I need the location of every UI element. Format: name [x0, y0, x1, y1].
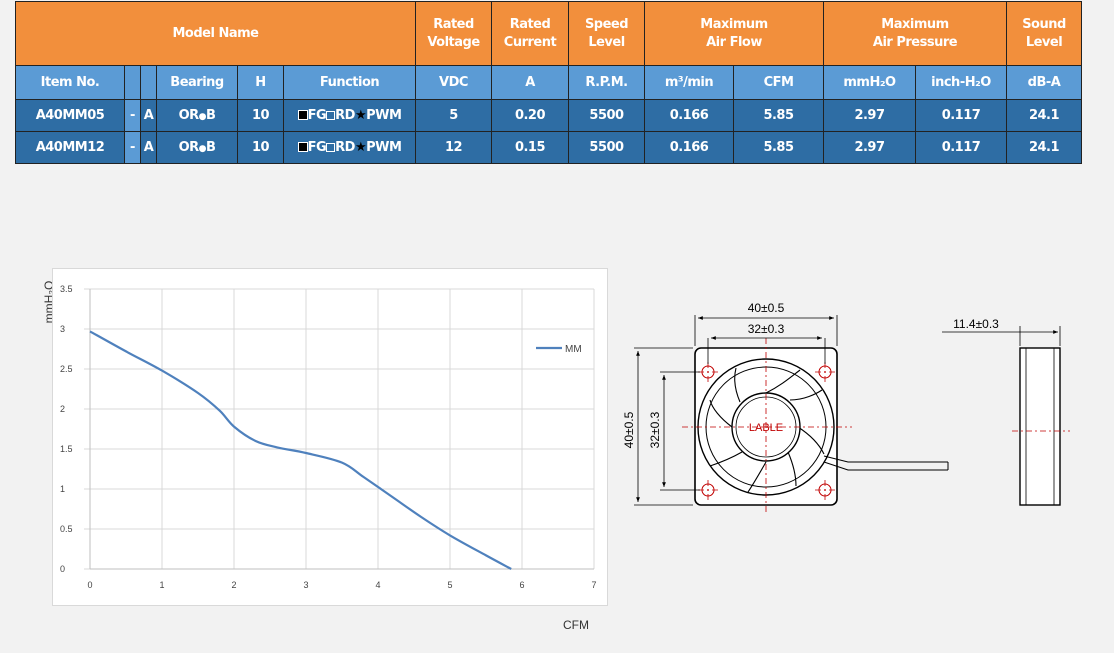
- chart-x-tick-label: 1: [159, 580, 164, 590]
- header-sound-level: Sound Level: [1006, 1, 1082, 66]
- dba-cell: 24.1: [1006, 131, 1082, 164]
- rd-square-icon: [326, 111, 336, 120]
- fan-wires: [823, 455, 949, 471]
- chart-y-tick-label: 0.5: [60, 524, 73, 534]
- center-lines: [682, 338, 852, 515]
- subheader-bearing: Bearing: [156, 65, 238, 100]
- fg-square-filled-icon: [297, 142, 308, 152]
- header-speed-level: Speed Level: [568, 1, 645, 66]
- chart-y-tick-label: 0: [60, 564, 65, 574]
- mmh2o-cell: 2.97: [823, 131, 916, 164]
- bearing-cell: OR●B: [156, 99, 238, 132]
- header-max-air-flow: Maximum Air Flow: [644, 1, 824, 66]
- mmh2o-cell: 2.97: [823, 99, 916, 132]
- chart-y-tick-label: 2.5: [60, 364, 73, 374]
- thickness-dimension-lines: [942, 326, 1061, 346]
- rd-square-icon: [326, 143, 336, 152]
- fg-square-filled-icon: [297, 110, 308, 120]
- subheader-blank-2: [140, 65, 157, 100]
- item-no-cell: A40MM12: [15, 131, 125, 164]
- bearing-cell: OR●B: [156, 131, 238, 164]
- subheader-function: Function: [283, 65, 416, 100]
- header-max-air-pressure: Maximum Air Pressure: [823, 1, 1007, 66]
- chart-y-tick-label: 1: [60, 484, 65, 494]
- width-dimension-lines: [694, 315, 838, 364]
- fan-side-view: [1019, 347, 1061, 506]
- fan-blades: [709, 367, 825, 493]
- chart-x-tick-label: 7: [591, 580, 596, 590]
- dim-width-outer: 40±0.5: [748, 301, 785, 315]
- subheader-vdc: VDC: [415, 65, 492, 100]
- chart-series-line-mm: [89, 330, 512, 570]
- header-rated-current: Rated Current: [491, 1, 569, 66]
- rpm-cell: 5500: [568, 131, 645, 164]
- m3-cell: 0.166: [644, 99, 734, 132]
- header-row: Model Name Rated Voltage Rated Current Spe…: [15, 1, 1082, 66]
- function-cell: FG RD★PWM: [283, 99, 416, 132]
- table-row: A40MM12 - A OR●B 10 FG RD★PWM 12 0.15 550…: [15, 131, 1082, 164]
- dim-width-inner: 32±0.3: [748, 322, 785, 336]
- fan-dimension-drawing: LABLE 40±0.5 32±0.3 40±0.5 32±0.3: [622, 301, 1070, 515]
- pq-curve-chart: 0 1 2 3 4 5 6 7 0 0.5 1 1.5 2 2.5 3 3.5 MM: [52, 268, 608, 606]
- chart-x-tick-label: 6: [519, 580, 524, 590]
- dim-height-inner: 32±0.3: [648, 411, 662, 448]
- rpm-cell: 5500: [568, 99, 645, 132]
- cfm-cell: 5.85: [733, 99, 824, 132]
- subheader-item-no: Item No.: [15, 65, 125, 100]
- subheader-h: H: [237, 65, 284, 100]
- chart-y-tick-label: 3: [60, 324, 65, 334]
- subheader-inchh2o: inch-H₂O: [915, 65, 1007, 100]
- suffix-cell: A: [140, 99, 157, 132]
- subheader-mmh2o: mmH₂O: [823, 65, 916, 100]
- dim-thickness: 11.4±0.3: [953, 317, 999, 331]
- m3-cell: 0.166: [644, 131, 734, 164]
- height-dimension-lines: [634, 347, 700, 506]
- function-cell: FG RD★PWM: [283, 131, 416, 164]
- chart-x-tick-label: 2: [231, 580, 236, 590]
- subheader-a: A: [491, 65, 569, 100]
- subheader-blank-1: [124, 65, 141, 100]
- subheader-rpm: R.P.M.: [568, 65, 645, 100]
- amp-cell: 0.20: [491, 99, 569, 132]
- dim-height-outer: 40±0.5: [622, 411, 636, 448]
- cfm-cell: 5.85: [733, 131, 824, 164]
- subheader-m3min: m³/min: [644, 65, 734, 100]
- h-cell: 10: [237, 99, 284, 132]
- dba-cell: 24.1: [1006, 99, 1082, 132]
- subheader-cfm: CFM: [733, 65, 824, 100]
- spec-table: Model Name Rated Voltage Rated Current Spe…: [15, 1, 1082, 164]
- chart-x-tick-label: 0: [87, 580, 92, 590]
- h-cell: 10: [237, 131, 284, 164]
- subheader-row: Item No. Bearing H Function VDC A R.P.M.…: [15, 65, 1082, 100]
- chart-y-tick-label: 2: [60, 404, 65, 414]
- chart-x-tick-label: 3: [303, 580, 308, 590]
- header-model-name: Model Name: [15, 1, 416, 66]
- vdc-cell: 5: [415, 99, 492, 132]
- amp-cell: 0.15: [491, 131, 569, 164]
- table-row: A40MM05 - A OR●B 10 FG RD★PWM 5 0.20 5500…: [15, 99, 1082, 132]
- header-rated-voltage: Rated Voltage: [415, 1, 492, 66]
- inch-cell: 0.117: [915, 131, 1007, 164]
- dash-cell: -: [124, 99, 141, 132]
- chart-y-tick-label: 1.5: [60, 444, 73, 454]
- chart-y-tick-label: 3.5: [60, 284, 73, 294]
- chart-x-tick-label: 5: [447, 580, 452, 590]
- chart-x-tick-label: 4: [375, 580, 380, 590]
- chart-x-axis-title: CFM: [563, 618, 589, 632]
- subheader-dba: dB-A: [1006, 65, 1082, 100]
- chart-legend-label: MM: [565, 344, 582, 355]
- dash-cell: -: [124, 131, 141, 164]
- vdc-cell: 12: [415, 131, 492, 164]
- inch-cell: 0.117: [915, 99, 1007, 132]
- suffix-cell: A: [140, 131, 157, 164]
- item-no-cell: A40MM05: [15, 99, 125, 132]
